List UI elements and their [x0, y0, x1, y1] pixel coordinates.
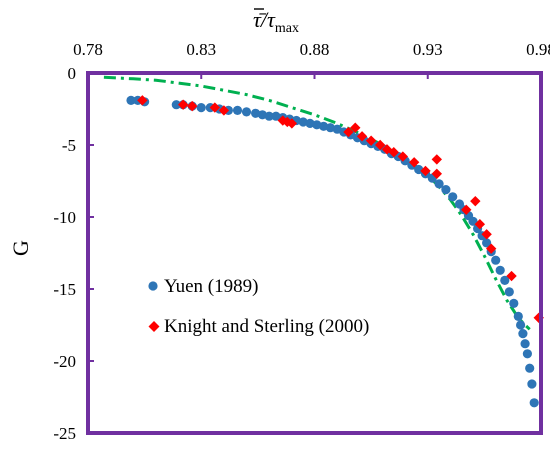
knight-data-point	[431, 168, 443, 179]
x-axis-title: τ̄/τmax	[253, 7, 299, 36]
knight-data-point	[356, 131, 368, 142]
yuen-data-point	[434, 179, 444, 189]
knight-data-point	[506, 270, 517, 282]
y-tick-label: 0	[68, 64, 77, 83]
yuen-data-point	[527, 379, 537, 389]
yuen-data-point	[529, 398, 539, 408]
yuen-data-point	[522, 349, 533, 359]
knight-data-point	[470, 195, 481, 207]
knight-data-point	[365, 135, 377, 146]
knight-data-point	[485, 243, 497, 254]
knight-data-point	[420, 165, 431, 177]
y-tick-label: -10	[53, 208, 76, 227]
y-tick-label: -15	[53, 280, 76, 299]
knight-data-point	[343, 126, 354, 138]
yuen-data-point	[171, 100, 181, 110]
x-tick-label: 0.93	[413, 40, 443, 59]
knight-data-point	[218, 105, 230, 116]
yuen-data-point	[241, 107, 252, 117]
yuen-series-layer	[126, 95, 539, 408]
y-tick-label: -20	[53, 352, 76, 371]
knight-data-point	[461, 204, 472, 215]
yuen-data-point	[441, 185, 451, 195]
y-tick-label: -5	[62, 136, 76, 155]
knight-data-point	[431, 154, 443, 165]
yuen-data-point	[516, 320, 526, 330]
knight-data-point	[177, 99, 189, 110]
legend-knight-label: Knight and Sterling (2000)	[164, 316, 369, 337]
knight-data-point	[474, 219, 486, 230]
knight-data-point	[481, 229, 492, 240]
x-tick-label: 0.78	[73, 40, 103, 59]
legend: Yuen (1989) Knight and Sterling (2000)	[148, 276, 369, 337]
legend-knight-marker	[148, 321, 160, 332]
legend-yuen-label: Yuen (1989)	[164, 276, 258, 297]
knight-data-point	[408, 157, 420, 168]
y-axis-label: G	[8, 240, 33, 256]
yuen-data-point	[525, 363, 535, 373]
knight-data-point	[397, 151, 409, 162]
x-tick-label: 0.98	[526, 40, 550, 59]
fit-curve-line	[103, 75, 531, 331]
tick-layer: 0.78 0.83 0.88 0.93 0.98 0 -5 -10 -15 -20 -25	[53, 40, 550, 443]
yuen-data-point	[126, 95, 136, 105]
yuen-data-point	[495, 265, 505, 275]
yuen-data-point	[520, 339, 530, 349]
knight-data-point	[137, 95, 148, 106]
fit-curve-layer	[103, 75, 531, 331]
yuen-data-point	[513, 311, 523, 321]
knight-series-layer	[137, 95, 544, 323]
yuen-data-point	[500, 275, 510, 285]
yuen-data-point	[509, 298, 519, 308]
knight-data-point	[350, 122, 361, 133]
knight-data-point	[374, 139, 386, 151]
yuen-data-point	[196, 103, 206, 113]
knight-data-point	[286, 118, 298, 129]
x-tick-label: 0.88	[300, 40, 330, 59]
x-tick-label: 0.83	[186, 40, 216, 59]
knight-data-point	[186, 100, 198, 112]
yuen-data-point	[482, 238, 492, 248]
yuen-data-point	[491, 255, 501, 265]
y-tick-label: -25	[53, 424, 76, 443]
yuen-data-point	[414, 164, 424, 175]
yuen-data-point	[448, 192, 458, 202]
legend-yuen-marker	[148, 281, 158, 291]
yuen-data-point	[518, 329, 528, 339]
knight-data-point	[388, 147, 399, 158]
x-axis-title-text: τ̄/τmax	[253, 7, 299, 36]
yuen-data-point	[504, 287, 514, 297]
knight-data-point	[209, 102, 221, 113]
yuen-data-point	[264, 111, 274, 121]
yuen-data-point	[232, 105, 243, 115]
